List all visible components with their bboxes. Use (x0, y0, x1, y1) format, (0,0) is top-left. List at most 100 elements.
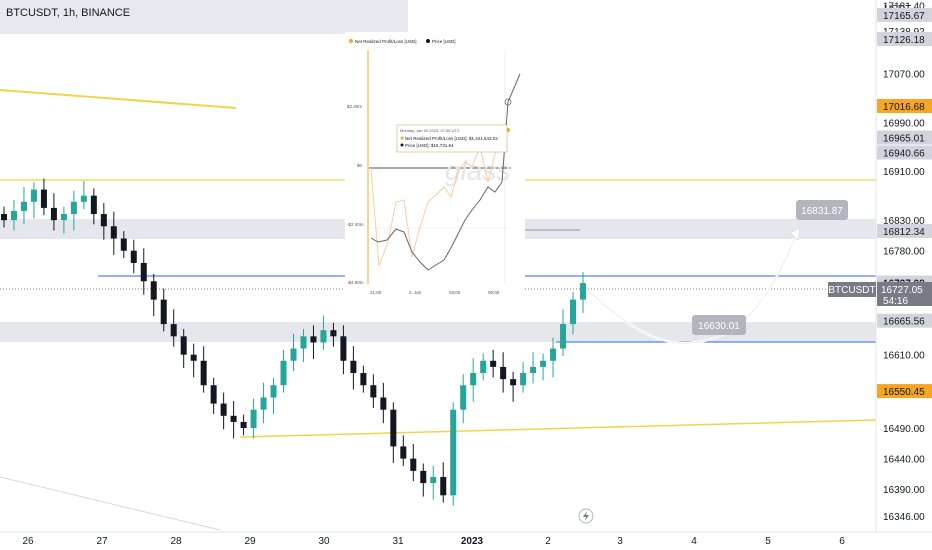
projection-arrowhead (789, 227, 801, 241)
time-label: 27 (96, 536, 108, 547)
countdown-label: 54:16 (883, 296, 908, 307)
candle-body (360, 373, 367, 386)
price-tick-label: 16940.66 (883, 148, 925, 159)
candle-body (80, 195, 87, 202)
inset-x-label-3: 03:00 (449, 290, 461, 295)
price-tick-label: 16812.34 (883, 227, 925, 238)
candle-body (220, 403, 227, 416)
candle-body (60, 214, 67, 221)
inset-x-label-4: 06:00 (488, 290, 500, 295)
time-labels: 26 27 28 29 30 31 2023 2 3 4 5 6 (22, 536, 845, 547)
current-price-badge[interactable]: 16727.05 54:16 (877, 282, 932, 307)
current-price-label: 16727.05 (881, 285, 923, 296)
inset-tooltip-date: Monday, Jan 02 2023, 07:00 UTC (400, 128, 460, 133)
chart-title: BTCUSDT, 1h, BINANCE (6, 7, 131, 19)
candle-body (100, 214, 107, 227)
candle-body (110, 226, 117, 239)
candle-body (1, 214, 7, 221)
candle-body (520, 373, 527, 386)
time-label: 30 (318, 536, 330, 547)
candle-body (210, 385, 217, 404)
candle-body (260, 397, 267, 410)
inset-npl-line (370, 129, 509, 267)
time-label: 5 (765, 536, 771, 547)
inset-tooltip-price: Price [USD]: $16,731.64 (405, 143, 454, 148)
candle-body (180, 336, 187, 355)
candle-body (40, 189, 47, 208)
price-tick-label: 17165.67 (883, 11, 925, 22)
time-label: 2 (545, 536, 551, 547)
inset-y-label-4: -$4.80m (347, 280, 364, 285)
candle-body (250, 409, 257, 429)
candle-body (390, 409, 397, 447)
target-down-bubble[interactable]: 16630.01 (692, 315, 746, 335)
inset-chart: Net Realized Profit/Loss [USD] Price [US… (345, 32, 525, 298)
candle-body (160, 299, 167, 325)
time-label: 2023 (461, 536, 484, 547)
candle-body (30, 189, 37, 202)
candle-body (550, 348, 557, 361)
candle-body (560, 324, 567, 349)
price-tick-label: 16440.00 (883, 455, 925, 466)
price-tick-label: 16780.00 (883, 247, 925, 258)
symbol-badge-label: BTCUSDT (828, 285, 875, 296)
candle-body (140, 262, 147, 282)
candle-body (70, 201, 77, 215)
price-tick-highlight (877, 223, 932, 238)
price-tick-label: 17126.18 (883, 35, 925, 46)
candle-body (510, 379, 517, 386)
symbol-badge[interactable]: BTCUSDT (828, 282, 876, 297)
lightning-icon[interactable] (578, 508, 594, 524)
price-tick-label: 16965.01 (883, 134, 925, 145)
time-label: 6 (839, 536, 845, 547)
candle-body (320, 330, 327, 343)
candle-body (120, 238, 127, 251)
price-tick-label: 17070.00 (883, 69, 925, 80)
inset-x-label-2: 2. Jan (409, 290, 422, 295)
price-tick-label: 16665.56 (883, 317, 925, 328)
price-axis-bg (876, 0, 932, 550)
candle-body (300, 336, 307, 349)
candle-body (280, 360, 287, 386)
candle-body (410, 458, 417, 471)
inset-watermark: glass (445, 155, 510, 186)
time-label: 31 (392, 536, 404, 547)
projection-curve-outline (587, 234, 797, 344)
candle-body (290, 348, 297, 361)
candle-body (450, 409, 457, 496)
candle-body (150, 281, 157, 300)
candle-body (240, 421, 247, 429)
time-label: 29 (244, 536, 256, 547)
candle-body (50, 207, 57, 221)
candle-body (190, 354, 197, 361)
candle-body (570, 299, 577, 325)
candle-body (350, 360, 357, 374)
candle-body (470, 373, 477, 386)
price-tick-label: 16910.00 (883, 167, 925, 178)
time-label: 4 (691, 536, 697, 547)
candle-body (540, 360, 547, 367)
target-up-bubble[interactable]: 16831.87 (796, 200, 848, 220)
price-tick-highlight (877, 98, 932, 113)
price-tick-label: 16490.00 (883, 424, 925, 435)
target-up-label: 16831.87 (801, 206, 843, 217)
candle-body (500, 366, 507, 380)
price-tick-highlight (877, 384, 932, 399)
inset-tooltip-npl: Net Realized Profit/Loss [USD]: $1,441,5… (405, 136, 498, 141)
inset-x-label-1: 21:00 (370, 290, 382, 295)
candle-body (230, 415, 237, 422)
price-tick-label: 17016.68 (883, 102, 925, 113)
candle-body (310, 336, 317, 343)
candle-body (400, 446, 407, 459)
price-tick-label: 16390.00 (883, 485, 925, 496)
gray-diagonal (0, 476, 221, 531)
inset-legend-price: Price [USD] (432, 39, 456, 44)
price-tick-highlight (877, 145, 932, 160)
candle-body (270, 385, 277, 398)
candle-body (380, 397, 387, 410)
candle-body (90, 195, 97, 215)
candle-body (170, 324, 177, 337)
price-tick-label: 16346.00 (883, 512, 925, 523)
candle-body (340, 336, 347, 361)
time-label: 26 (22, 536, 34, 547)
